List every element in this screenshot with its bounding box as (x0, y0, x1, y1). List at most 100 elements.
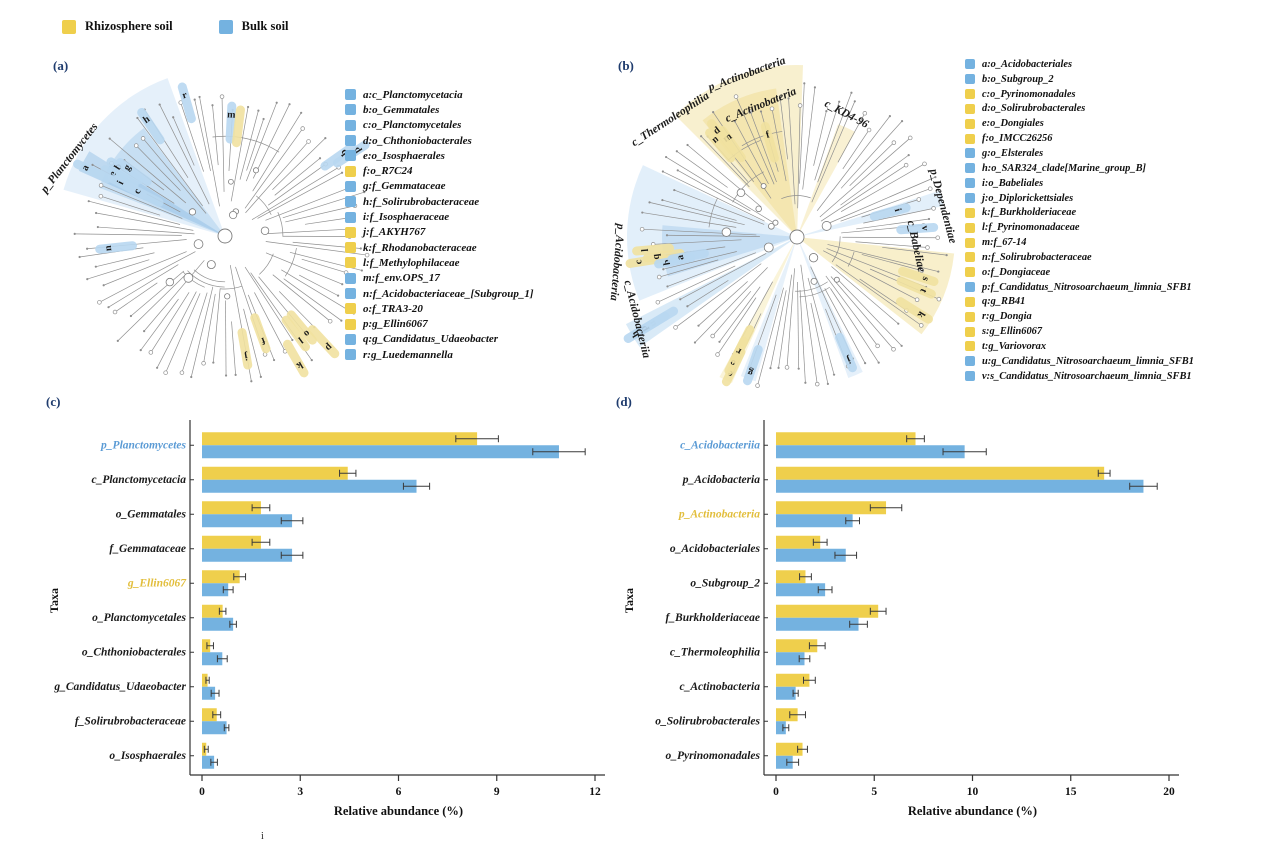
leaf-node (257, 109, 260, 112)
rhizosphere-swatch-icon (965, 118, 975, 129)
tree-branch (680, 253, 767, 300)
leaf-node (661, 198, 664, 202)
tree-branch (799, 289, 806, 383)
taxon-label: e:o_Dongiales (982, 118, 1044, 130)
tree-branch (835, 264, 922, 326)
tree-branch (677, 170, 751, 212)
category-label: o_Solirubrobacterales (655, 715, 760, 727)
taxon-letter: c (633, 258, 645, 265)
leaf-node (211, 104, 214, 107)
rhizosphere-swatch-icon (965, 341, 975, 352)
legend-row: l:f_Methylophilaceae (345, 255, 533, 270)
bulk-swatch-icon (345, 150, 356, 162)
leaf-node (133, 143, 139, 148)
leaf-node (87, 200, 90, 203)
tree-arc (277, 212, 284, 237)
taxon-letter: q (650, 253, 662, 260)
bar (202, 535, 261, 549)
rhizosphere-swatch-icon (965, 133, 975, 144)
tree-branch (861, 254, 922, 271)
tree-arc (256, 195, 272, 215)
leaf-node (666, 285, 669, 288)
category-label: o_Planctomycetales (92, 612, 186, 624)
taxon-label: s:g_Ellin6067 (982, 326, 1043, 338)
bar (202, 686, 216, 700)
rhizosphere-swatch-icon (62, 19, 76, 34)
tree-branch (272, 137, 326, 190)
leaf-node (934, 176, 937, 179)
tree-branch (172, 117, 195, 166)
bulk-swatch-icon (345, 272, 356, 284)
taxon-highlight (896, 222, 939, 235)
taxon-letter: i (115, 179, 126, 187)
leaf-node (927, 186, 933, 191)
leaf-node (73, 232, 76, 235)
x-tick-label: 15 (1065, 786, 1077, 798)
tree-branch (212, 105, 219, 166)
leaf-node (787, 97, 790, 100)
taxon-highlight (632, 243, 674, 256)
leaf-node (712, 111, 715, 114)
taxon-label: b:o_Subgroup_2 (982, 73, 1054, 85)
tree-branch (137, 117, 203, 207)
leaf-node (112, 309, 118, 315)
internal-node (763, 242, 774, 253)
bar (202, 721, 227, 735)
leaf-node (715, 352, 720, 357)
legend-item-bulk: Bulk soil (218, 19, 289, 34)
taxon-label: m:f_env.OPS_17 (363, 272, 440, 285)
bar (202, 639, 211, 653)
bar (202, 445, 559, 459)
bar (202, 673, 208, 687)
leaf-node (784, 365, 790, 370)
leaf-node (779, 96, 782, 99)
taxon-highlight (137, 107, 165, 145)
taxon-label: j:o_Diplorickettsiales (982, 192, 1074, 204)
internal-node (252, 167, 259, 174)
leaf-node (838, 100, 841, 103)
legend-row: c:o_Pyrinomonadales (965, 87, 1194, 102)
internal-node (188, 208, 197, 216)
tree-branch (108, 264, 179, 308)
internal-node (755, 205, 762, 213)
taxon-highlight (231, 105, 245, 148)
taxon-letter: g (122, 163, 134, 173)
legend-row: m:f_env.OPS_17 (345, 271, 533, 286)
taxon-label: f:o_IMCC26256 (982, 133, 1053, 145)
leaf-node (363, 191, 366, 194)
bulk-swatch-icon (965, 59, 975, 70)
leaf-node (275, 101, 278, 104)
tree-branch (283, 278, 342, 321)
cladogram-b: nmdflcqbaupheorgjstkivp_Actinobacteriac_… (608, 55, 959, 388)
leaf-node (733, 120, 736, 123)
bulk-swatch-icon (345, 333, 356, 345)
leaf-node (340, 319, 343, 322)
rhizosphere-swatch-icon (345, 242, 356, 254)
taxon-highlight (125, 182, 164, 207)
tree-branch (687, 144, 762, 208)
leaf-node (655, 299, 661, 305)
leaf-node (759, 110, 763, 113)
taxon-label: e:o_Isosphaerales (363, 149, 445, 162)
tree-branch (734, 121, 769, 185)
tree-branch (230, 106, 249, 202)
leaf-node (864, 362, 867, 365)
leaf-node (262, 117, 265, 121)
taxon-highlight (237, 328, 253, 370)
tree-branch (788, 98, 796, 205)
legend-row: b:o_Gemmatales (345, 102, 533, 117)
tree-branch (799, 83, 805, 184)
tree-branch (665, 156, 774, 223)
internal-node (206, 260, 216, 270)
tree-branch (103, 251, 187, 286)
legend-row: r:g_Dongia (965, 309, 1194, 324)
leaf-node (875, 343, 880, 349)
tree-branch (817, 92, 852, 183)
bar-chart-c: 0 3 6 9 12 p_Planctomycetes c_Planctomycetacia… (47, 420, 605, 818)
tree-branch (272, 274, 331, 322)
leaf-node (922, 161, 927, 167)
leaf-node (639, 226, 645, 232)
tree-branch (657, 265, 736, 303)
tree-arc (732, 171, 764, 203)
taxon-letter: n (103, 244, 115, 251)
